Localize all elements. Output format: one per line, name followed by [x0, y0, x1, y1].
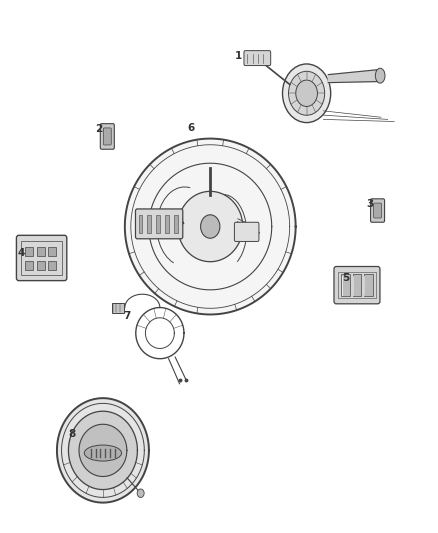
Bar	[338, 272, 375, 298]
Polygon shape	[125, 139, 296, 314]
FancyBboxPatch shape	[135, 209, 183, 239]
Polygon shape	[57, 398, 149, 503]
FancyBboxPatch shape	[234, 222, 259, 241]
Bar	[25, 247, 33, 256]
Text: 1: 1	[235, 51, 242, 61]
Bar	[156, 215, 160, 233]
FancyBboxPatch shape	[374, 203, 381, 218]
Bar	[364, 274, 373, 296]
Bar	[112, 303, 124, 313]
Bar	[353, 274, 361, 296]
Circle shape	[296, 80, 318, 107]
Text: 6: 6	[187, 123, 194, 133]
Text: 4: 4	[18, 248, 25, 257]
Bar	[48, 247, 56, 256]
Ellipse shape	[375, 68, 385, 83]
Circle shape	[289, 71, 325, 115]
Bar	[37, 247, 45, 256]
FancyBboxPatch shape	[371, 199, 385, 222]
Bar	[21, 241, 62, 274]
Bar	[165, 215, 169, 233]
Text: 5: 5	[343, 273, 350, 283]
Polygon shape	[68, 411, 138, 489]
Bar	[48, 261, 56, 270]
FancyBboxPatch shape	[100, 124, 114, 149]
Circle shape	[137, 489, 144, 497]
FancyBboxPatch shape	[103, 128, 111, 145]
FancyBboxPatch shape	[334, 266, 380, 304]
Bar	[138, 215, 142, 233]
Circle shape	[201, 215, 220, 238]
Bar	[147, 215, 151, 233]
FancyBboxPatch shape	[244, 51, 271, 66]
Ellipse shape	[84, 445, 121, 461]
Bar	[37, 261, 45, 270]
FancyBboxPatch shape	[17, 236, 67, 280]
Text: 8: 8	[69, 430, 76, 439]
Bar	[173, 215, 177, 233]
Bar	[341, 274, 350, 296]
Circle shape	[283, 64, 331, 123]
Polygon shape	[178, 191, 243, 262]
Polygon shape	[328, 70, 379, 83]
Bar	[25, 261, 33, 270]
Text: 7: 7	[124, 311, 131, 320]
Polygon shape	[79, 424, 127, 477]
Text: 2: 2	[95, 124, 102, 134]
Text: 3: 3	[367, 199, 374, 208]
